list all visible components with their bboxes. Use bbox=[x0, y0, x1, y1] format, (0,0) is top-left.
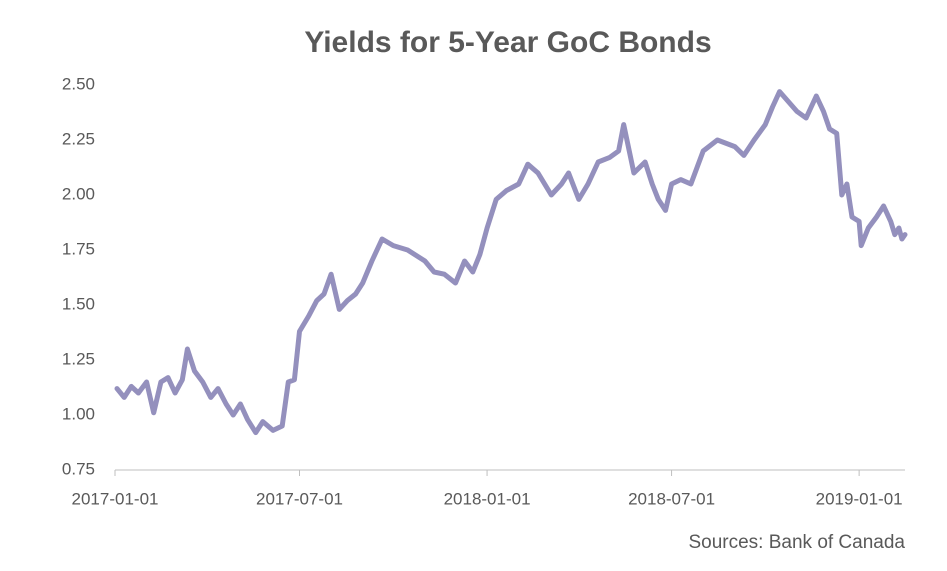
y-tick-label: 1.75 bbox=[62, 239, 95, 258]
series-line bbox=[114, 89, 908, 436]
source: Sources: Bank of Canada bbox=[688, 532, 905, 553]
chart-title: Yields for 5-Year GoC Bonds bbox=[304, 26, 711, 59]
x-tick-label: 2018-07-01 bbox=[628, 489, 715, 508]
y-tick-label: 0.75 bbox=[62, 459, 95, 478]
y-tick-label: 2.50 bbox=[62, 74, 95, 93]
y-tick-label: 1.25 bbox=[62, 349, 95, 368]
y-tick-label: 1.50 bbox=[62, 294, 95, 313]
y-tick-label: 2.00 bbox=[62, 184, 95, 203]
x-tick-label: 2018-01-01 bbox=[444, 489, 531, 508]
x-tick-label: 2017-07-01 bbox=[256, 489, 343, 508]
x-tick-label: 2019-01-01 bbox=[816, 489, 903, 508]
x-tick-label: 2017-01-01 bbox=[72, 489, 159, 508]
y-tick-label: 1.00 bbox=[62, 404, 95, 423]
y-tick-label: 2.25 bbox=[62, 129, 95, 148]
